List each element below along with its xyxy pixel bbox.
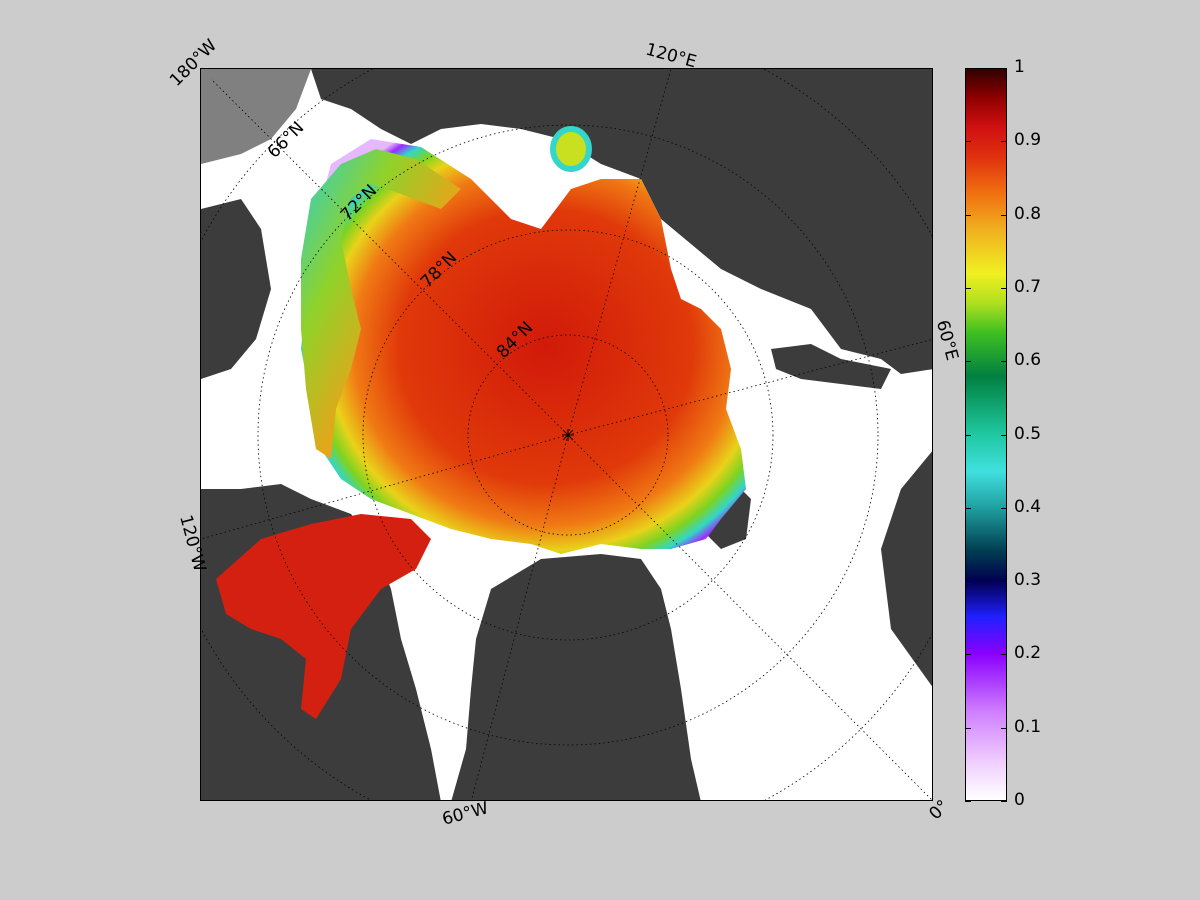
colorbar-tick-mark (965, 507, 971, 509)
lon-label-60w: 60°W (440, 798, 491, 830)
ice-central-arctic (301, 139, 746, 554)
ice-canadian-archipelago (216, 514, 431, 719)
lon-label-120e: 120°E (643, 39, 699, 73)
lon-label-60e: 60°E (931, 318, 962, 363)
colorbar-tick-label: 0 (1014, 790, 1025, 810)
colorbar-tick-label: 0.3 (1014, 570, 1042, 591)
land-scandinavia (881, 451, 932, 687)
land-eurasia (311, 69, 932, 374)
colorbar-tick-mark (1001, 801, 1007, 802)
north-pole-marker (562, 429, 574, 441)
colorbar-tick-mark (1001, 361, 1007, 363)
colorbar-tick-mark (1001, 214, 1007, 216)
ice-concentration-map (200, 68, 933, 801)
colorbar-tick-mark (1001, 141, 1007, 143)
colorbar-tick-mark (1001, 727, 1007, 729)
colorbar-tick-mark (1001, 287, 1007, 289)
polar-stereographic-map (201, 69, 932, 800)
colorbar-tick-label: 0.7 (1014, 276, 1042, 297)
colorbar-tick-mark (1001, 581, 1007, 583)
colorbar-tick-label: 1 (1014, 57, 1025, 77)
land-novaya-zemlya (771, 344, 891, 389)
longitude-gridlines (201, 69, 932, 800)
colorbar-tick-mark (1001, 654, 1007, 656)
ice-laptev-patch (550, 126, 592, 172)
colorbar-tick-mark (965, 727, 971, 729)
colorbar-tick-mark (965, 654, 971, 656)
colorbar-tick-mark (1001, 507, 1007, 509)
colorbar-tick-label: 0.8 (1014, 203, 1042, 224)
lon-label-0: 0° (925, 796, 954, 825)
colorbar-tick-mark (965, 581, 971, 583)
colorbar-tick-mark (965, 287, 971, 289)
colorbar-tick-mark (965, 434, 971, 436)
colorbar-tick-label: 0.1 (1014, 716, 1042, 737)
colorbar-tick-label: 0.6 (1014, 350, 1042, 371)
no-data-region (201, 69, 311, 164)
colorbar-tick-mark (965, 68, 971, 69)
colorbar-tick-mark (965, 361, 971, 363)
colorbar-tick-label: 0.9 (1014, 130, 1042, 151)
colorbar-tick-mark (1001, 68, 1007, 69)
colorbar-tick-mark (965, 141, 971, 143)
colorbar-tick-mark (965, 214, 971, 216)
colorbar-tick-label: 0.2 (1014, 643, 1042, 664)
land-alaska (201, 199, 271, 379)
ice-edge-band (301, 149, 461, 459)
colorbar-tick-label: 0.4 (1014, 496, 1042, 517)
latitude-gridlines (201, 69, 932, 800)
colorbar-tick-label: 0.5 (1014, 423, 1042, 444)
land-greenland (451, 554, 701, 800)
colorbar-tick-mark (965, 801, 971, 802)
colorbar-tick-mark (1001, 434, 1007, 436)
